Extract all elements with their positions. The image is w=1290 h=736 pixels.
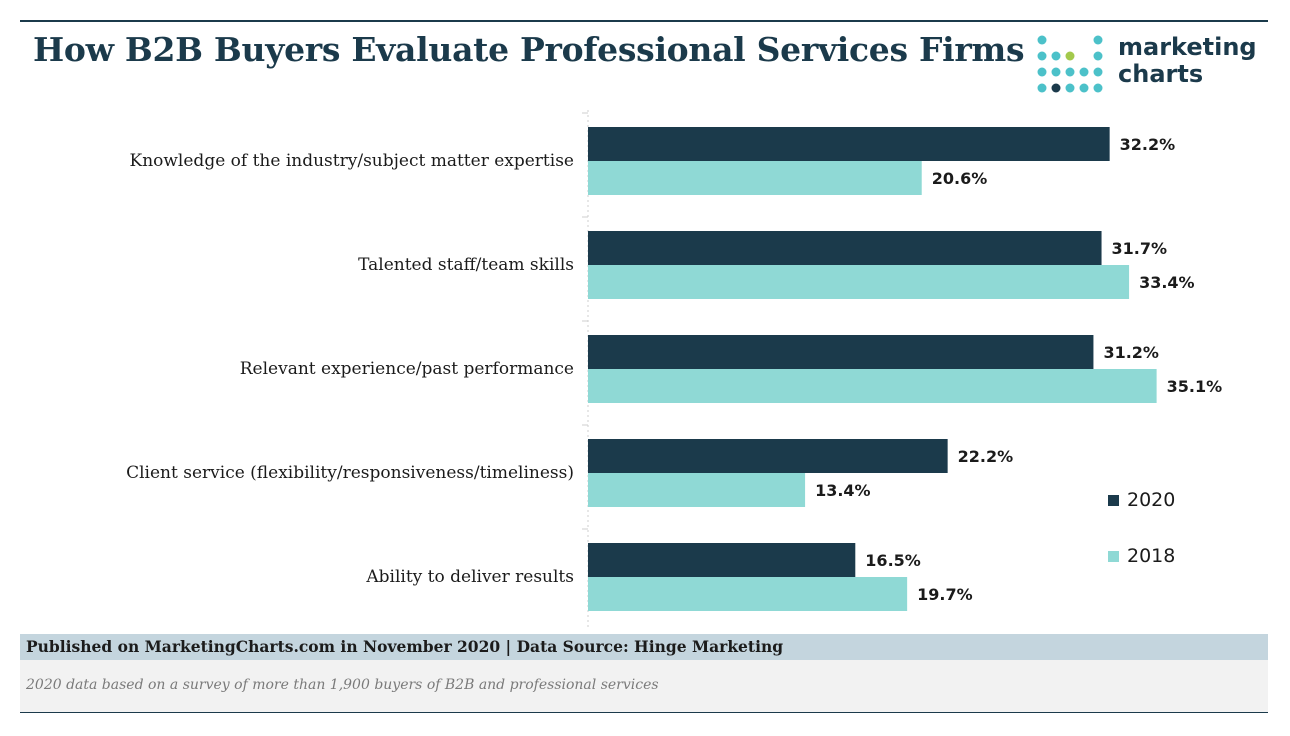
logo-dot <box>1051 51 1061 61</box>
data-label-2020: 32.2% <box>1120 135 1176 154</box>
legend-swatch-2018 <box>1108 550 1119 562</box>
data-label-2018: 35.1% <box>1167 377 1223 396</box>
logo-dot <box>1037 83 1047 93</box>
category-label: Relevant experience/past performance <box>240 359 574 379</box>
category-label: Client service (flexibility/responsivene… <box>126 463 574 483</box>
footer-bar: Published on MarketingCharts.com in Nove… <box>20 634 1268 660</box>
logo-dot <box>1037 35 1047 45</box>
logo-dot <box>1051 83 1061 93</box>
note-bar: 2020 data based on a survey of more than… <box>20 660 1268 712</box>
logo-dot <box>1037 67 1047 77</box>
logo-dot <box>1093 67 1103 77</box>
logo-dot <box>1065 83 1075 93</box>
logo-dot <box>1065 67 1075 77</box>
logo-dot <box>1093 51 1103 61</box>
bar-2020 <box>588 231 1102 265</box>
legend-item-2020: 2020 <box>1108 486 1175 514</box>
bar-2020 <box>588 335 1094 369</box>
survey-note: 2020 data based on a survey of more than… <box>26 677 659 693</box>
marketingcharts-logo: marketing charts <box>1036 34 1266 96</box>
category-label: Knowledge of the industry/subject matter… <box>130 151 575 171</box>
data-label-2020: 31.7% <box>1112 239 1168 258</box>
data-label-2018: 19.7% <box>917 585 973 604</box>
legend-item-2018: 2018 <box>1108 542 1175 570</box>
bar-2018 <box>588 265 1130 299</box>
bar-2020 <box>588 543 856 577</box>
data-label-2018: 33.4% <box>1139 273 1195 292</box>
category-label: Ability to deliver results <box>365 567 574 587</box>
bar-2020 <box>588 439 948 473</box>
bar-2020 <box>588 127 1110 161</box>
logo-line-1: marketing <box>1118 33 1257 61</box>
data-label-2020: 22.2% <box>958 447 1014 466</box>
logo-dot <box>1079 67 1089 77</box>
category-label: Talented staff/team skills <box>358 255 574 275</box>
legend: 2020 2018 <box>1108 486 1175 598</box>
bottom-rule <box>20 712 1268 713</box>
logo-dot <box>1037 51 1047 61</box>
data-label-2018: 20.6% <box>932 169 988 188</box>
logo-dot <box>1065 51 1075 61</box>
published-source-text: Published on MarketingCharts.com in Nove… <box>26 637 784 656</box>
data-label-2018: 13.4% <box>815 481 871 500</box>
data-label-2020: 16.5% <box>865 551 921 570</box>
logo-dot <box>1093 35 1103 45</box>
logo-dot <box>1051 67 1061 77</box>
bar-2018 <box>588 577 908 611</box>
logo-text: marketing charts <box>1118 34 1257 88</box>
bar-chart: Knowledge of the industry/subject matter… <box>126 110 1223 630</box>
top-rule <box>20 20 1268 22</box>
logo-dot <box>1079 83 1089 93</box>
legend-label-2018: 2018 <box>1127 545 1176 567</box>
bar-2018 <box>588 161 922 195</box>
data-label-2020: 31.2% <box>1103 343 1159 362</box>
legend-swatch-2020 <box>1108 494 1119 506</box>
chart-title: How B2B Buyers Evaluate Professional Ser… <box>33 30 1025 69</box>
bar-2018 <box>588 369 1157 403</box>
logo-dots-icon <box>1037 35 1103 93</box>
bar-2018 <box>588 473 806 507</box>
logo-dot <box>1093 83 1103 93</box>
logo-line-2: charts <box>1118 60 1204 88</box>
legend-label-2020: 2020 <box>1127 489 1176 511</box>
